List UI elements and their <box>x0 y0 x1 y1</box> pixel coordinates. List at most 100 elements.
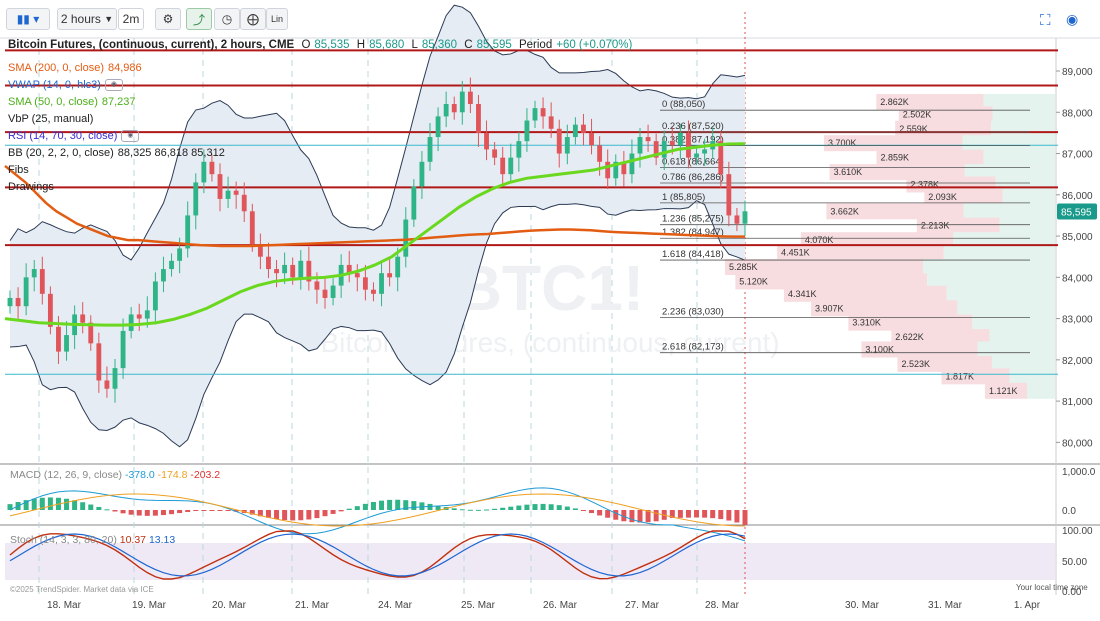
interval-label: 2 hours <box>60 12 101 26</box>
macd-histogram-bar <box>31 498 37 510</box>
settings-button[interactable]: ⚙ <box>155 8 181 30</box>
macd-histogram-bar <box>637 510 643 523</box>
volume-profile-label: 3.310K <box>852 318 881 328</box>
volume-profile-label: 1.121K <box>989 386 1018 396</box>
macd-histogram-bar <box>403 500 409 510</box>
trend-tool-icon: ⤴ <box>192 12 205 27</box>
indicator-sma200[interactable]: SMA (200, 0, close) 84,986 <box>8 60 229 77</box>
indicator-vbp[interactable]: VbP (25, manual) <box>8 111 229 128</box>
volume-profile-bar-up <box>964 164 1055 181</box>
macd-histogram-bar <box>217 510 223 511</box>
macd-histogram-bar <box>484 509 490 511</box>
timezone-text[interactable]: Your local time zone <box>1016 583 1088 592</box>
macd-histogram-bar <box>282 510 288 521</box>
macd-histogram-bar <box>152 510 158 516</box>
indicator-label: Fibs <box>8 164 29 176</box>
log-lin-button[interactable]: Lin <box>266 8 288 30</box>
eye-icon[interactable]: ◉ <box>104 79 123 92</box>
volume-profile-label: 3.662K <box>830 206 859 216</box>
crosshair-icon: ⨁ <box>247 12 259 26</box>
volume-profile-bar-up <box>995 176 1055 193</box>
interval-select[interactable]: 2 hours ▼ <box>57 8 117 30</box>
chart-title: Bitcoin Futures, (continuous, current), … <box>8 39 295 51</box>
volume-profile-label: 3.700K <box>828 138 857 148</box>
eye-icon[interactable]: ◉ <box>121 130 140 143</box>
chevron-down-icon: ▼ <box>104 14 114 24</box>
macd-histogram-bar <box>500 507 506 510</box>
camera-icon[interactable]: ◉ <box>1066 11 1079 27</box>
volume-profile-bar-down <box>826 203 964 220</box>
indicator-fibs[interactable]: Fibs <box>8 162 229 179</box>
candle-body <box>128 314 134 331</box>
candle-body <box>354 273 360 278</box>
macd-histogram-bar <box>613 510 619 520</box>
toolbar: ▮▮ ▾ 2 hours ▼ 2m ⚙ ⤴ ◷ ⨁ Lin ⛶ ◉ <box>0 0 1100 38</box>
volume-profile-bar-down <box>891 329 990 346</box>
candle-body <box>572 124 578 138</box>
indicator-vwap[interactable]: VWAP (14, 0, hlc3) ◉ <box>8 77 229 94</box>
replay-button[interactable]: ◷ <box>214 8 240 30</box>
time-tick-label: 28. Mar <box>705 600 740 611</box>
volume-profile-bar-up <box>983 149 1055 166</box>
stoch-legend[interactable]: Stoch (14, 3, 3, 80, 20) 10.37 13.13 <box>10 534 175 546</box>
candle-body <box>734 215 740 224</box>
macd-histogram-bar <box>104 509 110 511</box>
volume-profile-label: 1.817K <box>946 371 975 381</box>
macd-histogram-bar <box>435 505 441 510</box>
macd-histogram-bar <box>160 510 166 516</box>
macd-histogram-bar <box>225 510 231 511</box>
macd-histogram-bar <box>589 510 595 514</box>
candle-body <box>702 149 708 154</box>
candle-body <box>217 174 223 199</box>
candle-body <box>467 91 473 105</box>
macd-tick-label: 0.0 <box>1062 506 1076 517</box>
macd-signal-value: -174.8 <box>157 469 188 481</box>
candle-body <box>39 269 45 294</box>
macd-legend[interactable]: MACD (12, 26, 9, close) -378.0 -174.8 -2… <box>10 469 220 481</box>
candle-body <box>104 380 110 389</box>
stoch-d-value: 13.13 <box>148 534 176 546</box>
macd-histogram-bar <box>508 506 514 510</box>
volume-profile-bar-down <box>811 300 958 317</box>
candle-body <box>451 104 457 113</box>
indicator-drawings[interactable]: Drawings <box>8 179 229 196</box>
volume-profile-bar-up <box>962 135 1055 152</box>
high-value: 85,680 <box>369 39 405 51</box>
time-tick-label: 19. Mar <box>132 600 167 611</box>
period-change: +60 (+0.070%) <box>556 39 633 51</box>
volume-profile-bar-down <box>985 382 1028 399</box>
volume-profile-label: 2.093K <box>928 192 957 202</box>
indicator-bb[interactable]: BB (20, 2, 2, 0, close) 88,325 86,818 85,… <box>8 145 229 162</box>
current-price-label: 85,595 <box>1061 208 1092 219</box>
fullscreen-icon[interactable]: ⛶ <box>1040 12 1051 29</box>
indicator-rsi[interactable]: RSI (14, 70, 30, close) ◉ <box>8 128 229 145</box>
price-tick-label: 83,000 <box>1062 315 1093 326</box>
macd-histogram-bar <box>322 510 328 517</box>
candle-body <box>177 248 183 261</box>
volume-profile-bar-up <box>957 300 1055 317</box>
crosshair-button[interactable]: ⨁ <box>240 8 266 30</box>
candle-body <box>645 137 651 142</box>
candle-body <box>419 161 425 187</box>
volume-profile-bar-up <box>991 120 1055 137</box>
time-tick-label: 21. Mar <box>295 600 330 611</box>
indicator-sma50[interactable]: SMA (50, 0, close) 87,237 <box>8 94 229 111</box>
macd-label: MACD (12, 26, 9, close) <box>10 469 123 481</box>
volume-profile-label: 2.559K <box>899 124 928 134</box>
indicator-label: BB (20, 2, 2, 0, close) <box>8 147 114 159</box>
volume-profile-bar-down <box>876 93 984 110</box>
candle-body <box>23 277 29 307</box>
macd-histogram-bar <box>540 503 546 510</box>
macd-histogram-bar <box>23 500 29 510</box>
volume-profile-label: 2.523K <box>901 359 930 369</box>
time-tick-label: 1. Apr <box>1014 600 1041 611</box>
macd-histogram-bar <box>419 502 425 510</box>
draw-tool-button[interactable]: ⤴ <box>186 8 212 30</box>
chart-type-button[interactable]: ▮▮ ▾ <box>6 8 50 30</box>
macd-histogram-bar <box>572 508 578 510</box>
volume-profile-bar-down <box>783 285 947 302</box>
candle-body <box>540 108 546 117</box>
macd-histogram-bar <box>516 505 522 510</box>
sub-interval-button[interactable]: 2m <box>118 8 144 30</box>
